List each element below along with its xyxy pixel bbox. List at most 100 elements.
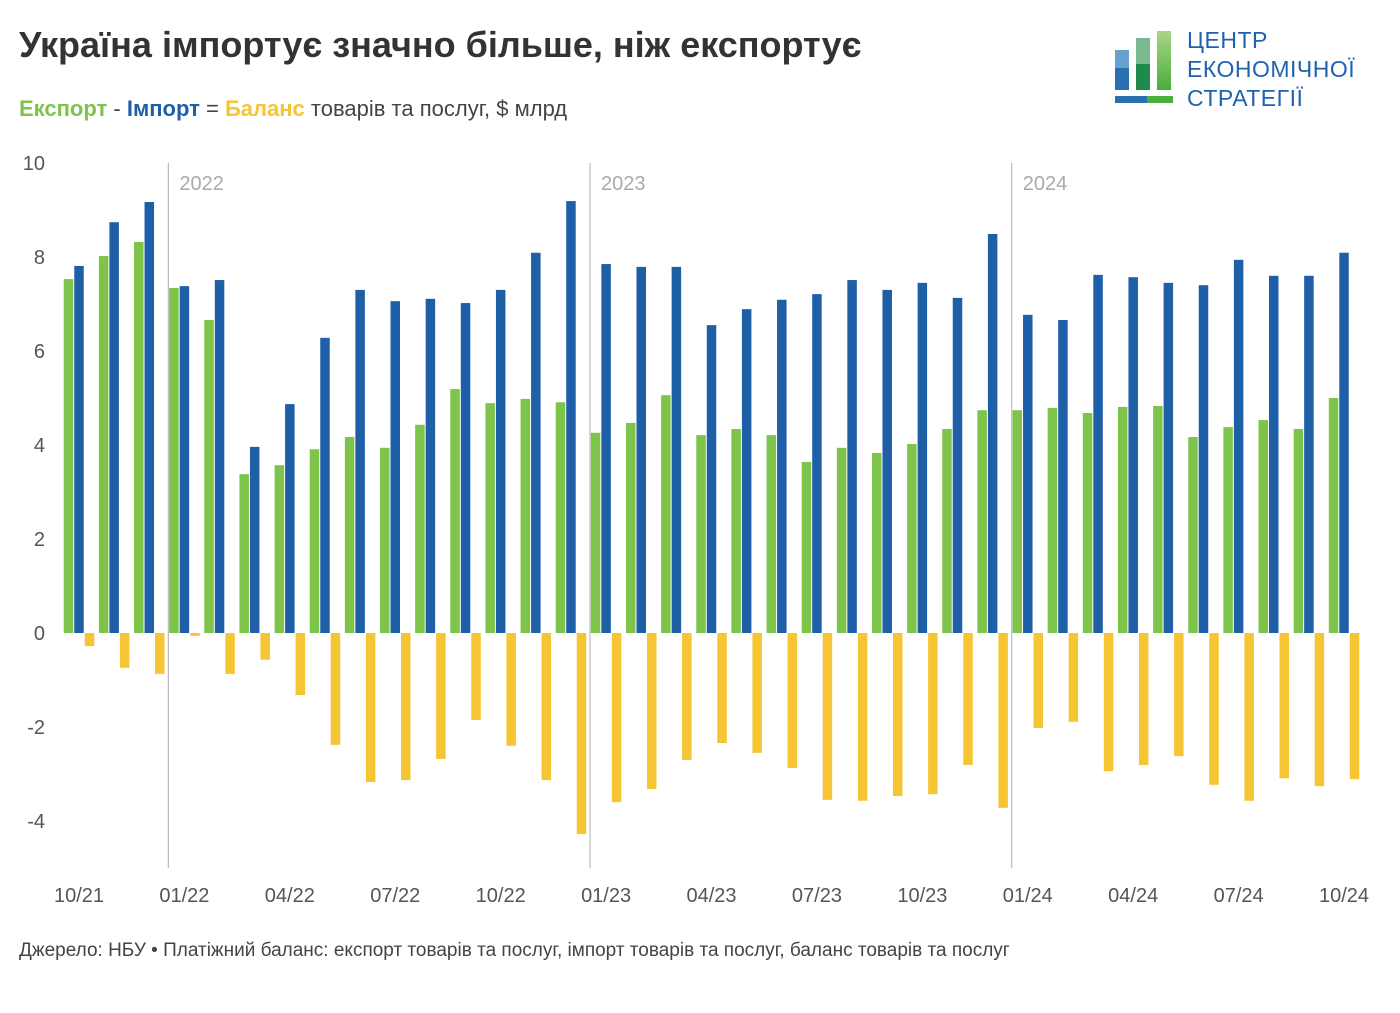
balance-bar — [1244, 633, 1254, 801]
export-bar — [1223, 427, 1233, 633]
export-bar — [907, 444, 917, 633]
import-bar — [1023, 314, 1033, 633]
balance-bar — [225, 633, 235, 674]
y-tick-label: 0 — [34, 623, 45, 645]
x-tick-label: 07/23 — [792, 885, 842, 907]
balance-bar — [1174, 633, 1184, 757]
x-tick-label: 07/24 — [1214, 885, 1264, 907]
import-bar — [1339, 252, 1349, 633]
import-bar — [601, 264, 611, 633]
import-bar — [1233, 259, 1244, 633]
export-bar — [415, 424, 425, 633]
export-bar — [1082, 413, 1093, 633]
export-bar — [871, 452, 882, 633]
logo-line: ЦЕНТР — [1187, 27, 1268, 53]
x-tick-label: 04/23 — [686, 885, 736, 907]
export-bar — [590, 432, 601, 633]
bar-chart: 10 8 6 4 2 0 -2 -4 2022 2023 2024 10/21 01/22 04/22 07… — [23, 153, 1369, 907]
export-bar — [520, 398, 531, 633]
balance-bar — [506, 633, 516, 746]
subtitle-rest: товарів та послуг, $ млрд — [304, 96, 568, 121]
source-note: Джерело: НБУ • Платіжний баланс: експорт… — [19, 940, 1010, 961]
chart-title: Україна імпортує значно більше, ніж експ… — [19, 24, 862, 65]
balance-bar — [646, 633, 657, 790]
balance-bar — [822, 633, 833, 800]
balance-bar — [401, 633, 411, 781]
year-label: 2024 — [1023, 173, 1067, 195]
import-bar — [636, 266, 646, 633]
import-bar — [285, 404, 295, 633]
import-bar — [425, 298, 436, 633]
balance-bar — [682, 633, 692, 760]
balance-bar — [892, 633, 903, 797]
balance-bar — [190, 633, 200, 636]
export-bar — [661, 395, 671, 633]
import-bar — [109, 222, 119, 633]
import-bar — [1128, 277, 1138, 633]
import-bar — [847, 280, 857, 633]
balance-bar — [787, 633, 798, 768]
balance-bar — [155, 633, 165, 674]
export-bar — [836, 447, 847, 633]
logo-line: СТРАТЕГІЇ — [1187, 85, 1304, 111]
x-tick-label: 10/23 — [897, 885, 947, 907]
balance-bar — [717, 633, 727, 743]
legend-equals: = — [199, 96, 225, 121]
import-bar — [1093, 274, 1103, 633]
import-bar — [390, 301, 401, 633]
legend-import: Імпорт — [126, 96, 200, 121]
x-tick-label: 10/24 — [1319, 885, 1369, 907]
x-tick-label: 04/24 — [1108, 885, 1158, 907]
y-tick-label: -4 — [27, 811, 45, 833]
import-bar — [531, 252, 541, 633]
y-tick-label: 8 — [34, 247, 45, 269]
x-tick-label: 10/22 — [476, 885, 526, 907]
export-bar — [1293, 429, 1304, 633]
x-tick-label: 07/22 — [370, 885, 420, 907]
import-bar — [777, 299, 787, 633]
import-bar — [987, 233, 998, 633]
x-tick-label: 04/22 — [265, 885, 315, 907]
x-tick-label: 01/23 — [581, 885, 631, 907]
export-bar — [1047, 407, 1058, 633]
balance-bar — [119, 633, 130, 668]
balance-bar — [260, 633, 270, 660]
import-bar — [1269, 275, 1279, 633]
year-label: 2023 — [601, 173, 646, 195]
export-bar — [766, 435, 777, 633]
year-label: 2022 — [179, 173, 224, 195]
logo-line: ЕКОНОМІЧНОЇ — [1187, 56, 1356, 82]
export-bar — [1117, 406, 1128, 633]
import-bar — [249, 446, 260, 633]
balance-bar — [576, 633, 587, 835]
legend-export: Експорт — [19, 96, 108, 121]
export-bar — [801, 461, 812, 633]
export-bar — [731, 429, 741, 633]
y-tick-label: 2 — [34, 529, 45, 551]
export-bar — [625, 422, 636, 633]
balance-bar — [1279, 633, 1290, 779]
export-bar — [485, 403, 495, 633]
import-bar — [671, 266, 682, 633]
export-bar — [942, 429, 952, 633]
legend-balance: Баланс — [224, 96, 305, 121]
balance-bar — [436, 633, 446, 759]
chart-subtitle: Експорт - Імпорт = Баланс товарів та пос… — [19, 96, 567, 122]
export-bar — [380, 447, 390, 633]
balance-bar — [1314, 633, 1325, 787]
balance-bar — [857, 633, 868, 801]
balance-bar — [1033, 633, 1044, 728]
balance-bar — [330, 633, 341, 745]
import-bar — [812, 294, 822, 633]
import-bar — [952, 297, 963, 633]
export-bar — [344, 437, 355, 633]
balance-bar — [998, 633, 1008, 808]
export-bar — [169, 288, 179, 633]
export-bar — [1328, 398, 1339, 633]
export-bar — [1258, 420, 1269, 633]
x-tick-label: 01/24 — [1003, 885, 1053, 907]
y-tick-label: 6 — [34, 341, 45, 363]
y-tick-label: 10 — [23, 153, 45, 175]
import-bar — [1304, 275, 1314, 633]
